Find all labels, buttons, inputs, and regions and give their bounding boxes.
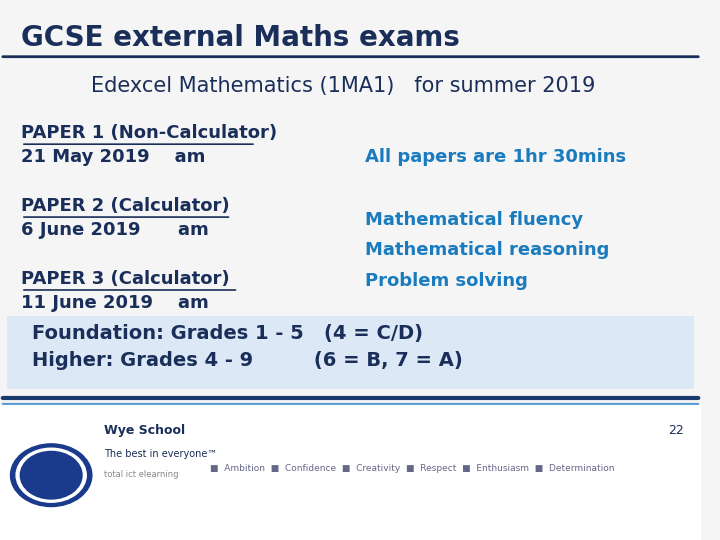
Text: Wye School: Wye School bbox=[104, 424, 185, 437]
Circle shape bbox=[20, 451, 82, 499]
Text: total ict elearning: total ict elearning bbox=[104, 470, 179, 479]
Text: Problem solving: Problem solving bbox=[364, 272, 528, 290]
Text: Higher: Grades 4 - 9         (6 = B, 7 = A): Higher: Grades 4 - 9 (6 = B, 7 = A) bbox=[32, 351, 462, 370]
Text: 22: 22 bbox=[668, 424, 683, 437]
Text: Mathematical fluency: Mathematical fluency bbox=[364, 211, 582, 228]
Text: 21 May 2019    am: 21 May 2019 am bbox=[21, 148, 205, 166]
Text: 11 June 2019    am: 11 June 2019 am bbox=[21, 294, 209, 312]
Text: PAPER 3 (Calculator): PAPER 3 (Calculator) bbox=[21, 270, 230, 288]
FancyBboxPatch shape bbox=[0, 405, 701, 540]
Text: Mathematical reasoning: Mathematical reasoning bbox=[364, 241, 609, 259]
Text: Edexcel Mathematics (1MA1)   for summer 2019: Edexcel Mathematics (1MA1) for summer 20… bbox=[91, 76, 595, 96]
Text: ■  Ambition  ■  Confidence  ■  Creativity  ■  Respect  ■  Enthusiasm  ■  Determi: ■ Ambition ■ Confidence ■ Creativity ■ R… bbox=[210, 464, 615, 474]
Text: All papers are 1hr 30mins: All papers are 1hr 30mins bbox=[364, 148, 626, 166]
Text: The best in everyone™: The best in everyone™ bbox=[104, 449, 217, 460]
Text: PAPER 1 (Non-Calculator): PAPER 1 (Non-Calculator) bbox=[21, 124, 277, 142]
Text: Foundation: Grades 1 - 5   (4 = C/D): Foundation: Grades 1 - 5 (4 = C/D) bbox=[32, 324, 423, 343]
Circle shape bbox=[16, 448, 86, 502]
Text: 6 June 2019      am: 6 June 2019 am bbox=[21, 221, 209, 239]
Text: GCSE external Maths exams: GCSE external Maths exams bbox=[21, 24, 460, 52]
FancyBboxPatch shape bbox=[7, 316, 694, 389]
Circle shape bbox=[11, 444, 92, 507]
Text: PAPER 2 (Calculator): PAPER 2 (Calculator) bbox=[21, 197, 230, 215]
